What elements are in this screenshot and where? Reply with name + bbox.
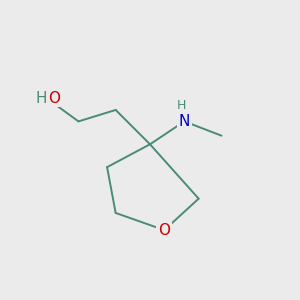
Text: O: O — [48, 91, 60, 106]
Text: H: H — [177, 99, 186, 112]
Text: N: N — [178, 114, 190, 129]
Text: H: H — [35, 91, 47, 106]
Text: O: O — [158, 223, 170, 238]
